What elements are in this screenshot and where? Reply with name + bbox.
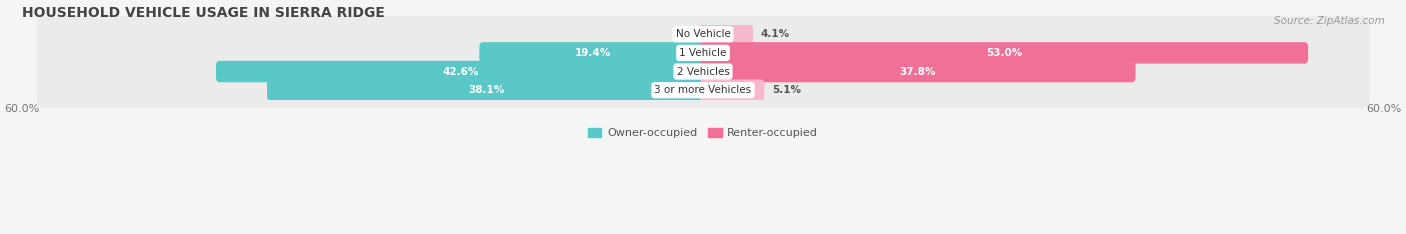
Legend: Owner-occupied, Renter-occupied: Owner-occupied, Renter-occupied [583, 123, 823, 143]
FancyBboxPatch shape [267, 80, 706, 101]
FancyBboxPatch shape [700, 80, 765, 101]
FancyBboxPatch shape [479, 42, 706, 64]
Text: 5.1%: 5.1% [772, 85, 801, 95]
FancyBboxPatch shape [37, 35, 1369, 71]
Text: 4.1%: 4.1% [761, 29, 790, 39]
Text: 19.4%: 19.4% [575, 48, 612, 58]
Text: 53.0%: 53.0% [986, 48, 1022, 58]
Text: Source: ZipAtlas.com: Source: ZipAtlas.com [1274, 16, 1385, 26]
FancyBboxPatch shape [37, 16, 1369, 52]
FancyBboxPatch shape [37, 54, 1369, 89]
FancyBboxPatch shape [700, 42, 1308, 64]
FancyBboxPatch shape [700, 61, 1136, 82]
Text: HOUSEHOLD VEHICLE USAGE IN SIERRA RIDGE: HOUSEHOLD VEHICLE USAGE IN SIERRA RIDGE [21, 6, 385, 20]
Text: 37.8%: 37.8% [900, 66, 936, 77]
FancyBboxPatch shape [217, 61, 706, 82]
Text: No Vehicle: No Vehicle [675, 29, 731, 39]
Text: 42.6%: 42.6% [443, 66, 479, 77]
Text: 3 or more Vehicles: 3 or more Vehicles [654, 85, 752, 95]
FancyBboxPatch shape [700, 23, 754, 45]
Text: 38.1%: 38.1% [468, 85, 505, 95]
Text: 2 Vehicles: 2 Vehicles [676, 66, 730, 77]
Text: 1 Vehicle: 1 Vehicle [679, 48, 727, 58]
FancyBboxPatch shape [37, 72, 1369, 108]
